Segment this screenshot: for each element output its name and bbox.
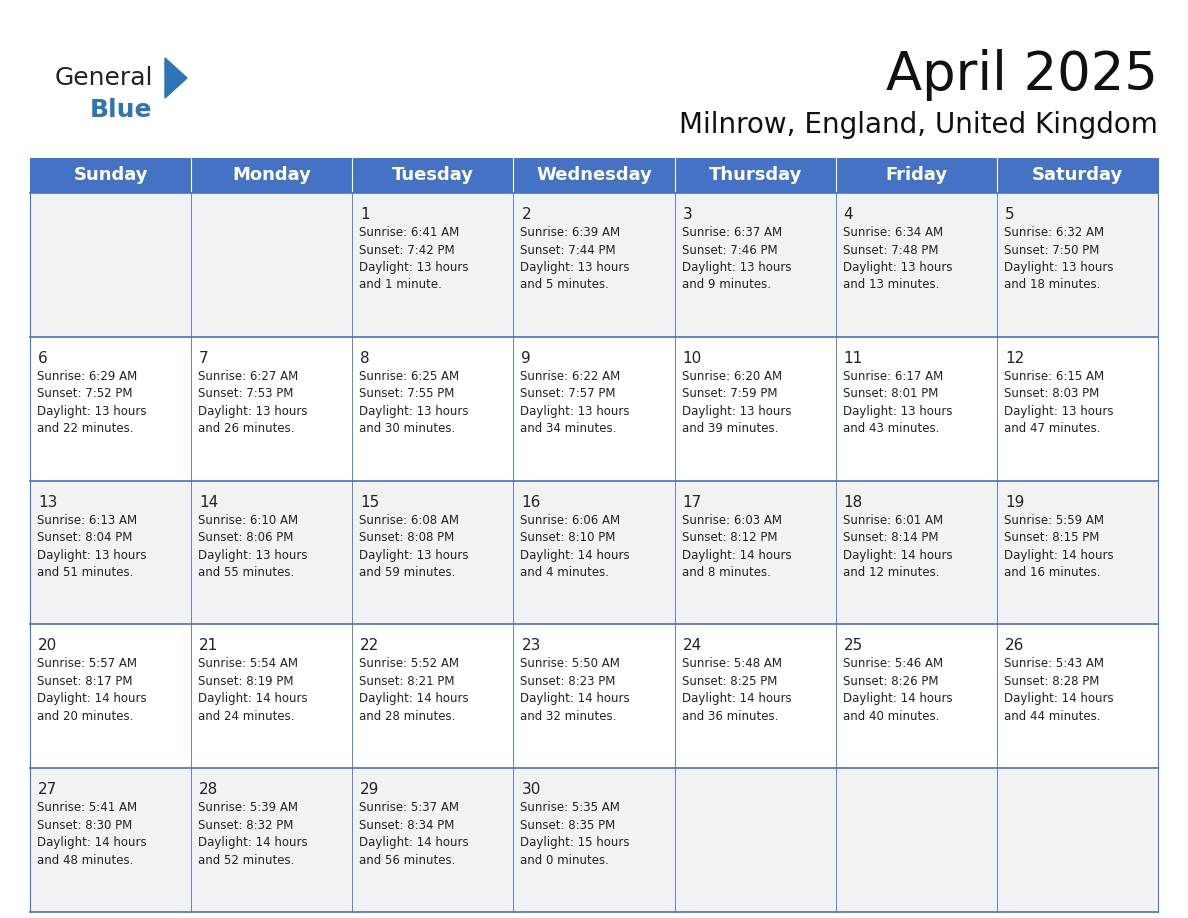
Text: Sunrise: 6:08 AM
Sunset: 8:08 PM
Daylight: 13 hours
and 59 minutes.: Sunrise: 6:08 AM Sunset: 8:08 PM Dayligh… [359,513,469,579]
Text: 23: 23 [522,638,541,654]
Text: Blue: Blue [90,98,152,122]
Text: 19: 19 [1005,495,1024,509]
Text: Sunrise: 5:52 AM
Sunset: 8:21 PM
Daylight: 14 hours
and 28 minutes.: Sunrise: 5:52 AM Sunset: 8:21 PM Dayligh… [359,657,469,722]
Bar [30,624,1158,768]
Text: Sunrise: 6:10 AM
Sunset: 8:06 PM
Daylight: 13 hours
and 55 minutes.: Sunrise: 6:10 AM Sunset: 8:06 PM Dayligh… [198,513,308,579]
Bar [30,337,1158,481]
Text: 20: 20 [38,638,57,654]
Text: 2: 2 [522,207,531,222]
Text: 14: 14 [200,495,219,509]
Text: Sunrise: 6:27 AM
Sunset: 7:53 PM
Daylight: 13 hours
and 26 minutes.: Sunrise: 6:27 AM Sunset: 7:53 PM Dayligh… [198,370,308,435]
Bar [30,193,1158,337]
Text: Sunrise: 5:37 AM
Sunset: 8:34 PM
Daylight: 14 hours
and 56 minutes.: Sunrise: 5:37 AM Sunset: 8:34 PM Dayligh… [359,801,469,867]
Bar [30,768,1158,912]
Text: 7: 7 [200,351,209,365]
Text: 13: 13 [38,495,57,509]
Text: Monday: Monday [233,166,311,185]
Text: Sunrise: 5:48 AM
Sunset: 8:25 PM
Daylight: 14 hours
and 36 minutes.: Sunrise: 5:48 AM Sunset: 8:25 PM Dayligh… [682,657,791,722]
Text: 5: 5 [1005,207,1015,222]
Text: Sunrise: 5:35 AM
Sunset: 8:35 PM
Daylight: 15 hours
and 0 minutes.: Sunrise: 5:35 AM Sunset: 8:35 PM Dayligh… [520,801,630,867]
Text: 16: 16 [522,495,541,509]
Text: 28: 28 [200,782,219,797]
Bar [30,481,1158,624]
Text: 1: 1 [360,207,369,222]
Text: 6: 6 [38,351,48,365]
Text: Sunrise: 5:50 AM
Sunset: 8:23 PM
Daylight: 14 hours
and 32 minutes.: Sunrise: 5:50 AM Sunset: 8:23 PM Dayligh… [520,657,630,722]
Text: Tuesday: Tuesday [392,166,474,185]
Text: 9: 9 [522,351,531,365]
Text: Sunrise: 5:57 AM
Sunset: 8:17 PM
Daylight: 14 hours
and 20 minutes.: Sunrise: 5:57 AM Sunset: 8:17 PM Dayligh… [37,657,146,722]
Text: Sunrise: 6:37 AM
Sunset: 7:46 PM
Daylight: 13 hours
and 9 minutes.: Sunrise: 6:37 AM Sunset: 7:46 PM Dayligh… [682,226,791,292]
Polygon shape [165,58,187,98]
Text: General: General [55,66,153,90]
Text: 27: 27 [38,782,57,797]
Text: 29: 29 [360,782,380,797]
Text: 18: 18 [843,495,862,509]
Text: Sunrise: 6:34 AM
Sunset: 7:48 PM
Daylight: 13 hours
and 13 minutes.: Sunrise: 6:34 AM Sunset: 7:48 PM Dayligh… [842,226,953,292]
Text: Wednesday: Wednesday [536,166,652,185]
Text: Sunrise: 5:59 AM
Sunset: 8:15 PM
Daylight: 14 hours
and 16 minutes.: Sunrise: 5:59 AM Sunset: 8:15 PM Dayligh… [1004,513,1113,579]
Text: Sunrise: 6:41 AM
Sunset: 7:42 PM
Daylight: 13 hours
and 1 minute.: Sunrise: 6:41 AM Sunset: 7:42 PM Dayligh… [359,226,469,292]
Text: Sunrise: 6:29 AM
Sunset: 7:52 PM
Daylight: 13 hours
and 22 minutes.: Sunrise: 6:29 AM Sunset: 7:52 PM Dayligh… [37,370,146,435]
Text: Milnrow, England, United Kingdom: Milnrow, England, United Kingdom [680,111,1158,139]
Text: 15: 15 [360,495,379,509]
Text: Sunrise: 6:15 AM
Sunset: 8:03 PM
Daylight: 13 hours
and 47 minutes.: Sunrise: 6:15 AM Sunset: 8:03 PM Dayligh… [1004,370,1113,435]
Text: Friday: Friday [885,166,947,185]
Text: Sunrise: 6:22 AM
Sunset: 7:57 PM
Daylight: 13 hours
and 34 minutes.: Sunrise: 6:22 AM Sunset: 7:57 PM Dayligh… [520,370,630,435]
Text: Sunrise: 6:06 AM
Sunset: 8:10 PM
Daylight: 14 hours
and 4 minutes.: Sunrise: 6:06 AM Sunset: 8:10 PM Dayligh… [520,513,630,579]
Text: Thursday: Thursday [708,166,802,185]
Text: 26: 26 [1005,638,1024,654]
Text: Sunrise: 5:54 AM
Sunset: 8:19 PM
Daylight: 14 hours
and 24 minutes.: Sunrise: 5:54 AM Sunset: 8:19 PM Dayligh… [198,657,308,722]
Text: Sunrise: 6:32 AM
Sunset: 7:50 PM
Daylight: 13 hours
and 18 minutes.: Sunrise: 6:32 AM Sunset: 7:50 PM Dayligh… [1004,226,1113,292]
Text: Sunrise: 6:03 AM
Sunset: 8:12 PM
Daylight: 14 hours
and 8 minutes.: Sunrise: 6:03 AM Sunset: 8:12 PM Dayligh… [682,513,791,579]
Text: 8: 8 [360,351,369,365]
Text: Sunday: Sunday [74,166,147,185]
Text: Sunrise: 5:39 AM
Sunset: 8:32 PM
Daylight: 14 hours
and 52 minutes.: Sunrise: 5:39 AM Sunset: 8:32 PM Dayligh… [198,801,308,867]
Text: 11: 11 [843,351,862,365]
Text: 21: 21 [200,638,219,654]
Text: Sunrise: 6:13 AM
Sunset: 8:04 PM
Daylight: 13 hours
and 51 minutes.: Sunrise: 6:13 AM Sunset: 8:04 PM Dayligh… [37,513,146,579]
Text: 22: 22 [360,638,379,654]
Text: April 2025: April 2025 [886,49,1158,101]
Text: Sunrise: 5:41 AM
Sunset: 8:30 PM
Daylight: 14 hours
and 48 minutes.: Sunrise: 5:41 AM Sunset: 8:30 PM Dayligh… [37,801,146,867]
Text: Sunrise: 6:01 AM
Sunset: 8:14 PM
Daylight: 14 hours
and 12 minutes.: Sunrise: 6:01 AM Sunset: 8:14 PM Dayligh… [842,513,953,579]
Text: 25: 25 [843,638,862,654]
Text: Saturday: Saturday [1032,166,1123,185]
Text: 24: 24 [683,638,702,654]
Text: 12: 12 [1005,351,1024,365]
Text: Sunrise: 6:17 AM
Sunset: 8:01 PM
Daylight: 13 hours
and 43 minutes.: Sunrise: 6:17 AM Sunset: 8:01 PM Dayligh… [842,370,953,435]
Text: 10: 10 [683,351,702,365]
Text: Sunrise: 6:20 AM
Sunset: 7:59 PM
Daylight: 13 hours
and 39 minutes.: Sunrise: 6:20 AM Sunset: 7:59 PM Dayligh… [682,370,791,435]
Text: Sunrise: 5:43 AM
Sunset: 8:28 PM
Daylight: 14 hours
and 44 minutes.: Sunrise: 5:43 AM Sunset: 8:28 PM Dayligh… [1004,657,1113,722]
Bar [30,158,1158,193]
Text: 30: 30 [522,782,541,797]
Text: Sunrise: 6:25 AM
Sunset: 7:55 PM
Daylight: 13 hours
and 30 minutes.: Sunrise: 6:25 AM Sunset: 7:55 PM Dayligh… [359,370,469,435]
Text: Sunrise: 6:39 AM
Sunset: 7:44 PM
Daylight: 13 hours
and 5 minutes.: Sunrise: 6:39 AM Sunset: 7:44 PM Dayligh… [520,226,630,292]
Text: 17: 17 [683,495,702,509]
Text: Sunrise: 5:46 AM
Sunset: 8:26 PM
Daylight: 14 hours
and 40 minutes.: Sunrise: 5:46 AM Sunset: 8:26 PM Dayligh… [842,657,953,722]
Text: 4: 4 [843,207,853,222]
Text: 3: 3 [683,207,693,222]
